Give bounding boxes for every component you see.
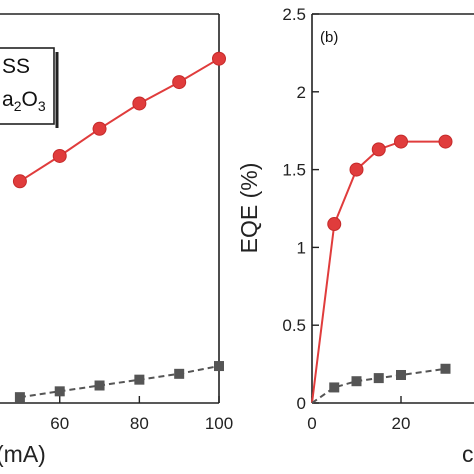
- data-point-circle: [371, 142, 386, 157]
- series-line: [19, 57, 220, 183]
- data-point-circle: [349, 162, 364, 177]
- data-point-square: [329, 382, 340, 393]
- series-line: [19, 365, 220, 399]
- data-point-square: [214, 361, 224, 372]
- panel-a-plot: 60 80 100: [12, 51, 233, 433]
- panel-b-tag: (b): [320, 29, 338, 46]
- y-tick-label: 0.5: [282, 316, 306, 335]
- legend-label-a2o3: a2O3: [2, 88, 46, 114]
- panel-b-ylabel: EQE (%): [236, 163, 262, 254]
- y-tick-label: 1.5: [282, 161, 306, 180]
- data-point-square: [351, 376, 362, 387]
- series-line: [311, 140, 446, 404]
- y-tick-label: 2.5: [282, 5, 306, 24]
- legend-label-ss: SS: [2, 55, 30, 78]
- panel-b-plot: 0 20 0 0.5 1 1.5 2 2.5: [282, 5, 453, 433]
- panel-a-xlabel: (mA): [0, 441, 46, 467]
- data-point-circle: [92, 121, 107, 136]
- y-tick-label: 1: [297, 238, 306, 257]
- data-point-circle: [394, 134, 408, 149]
- legend-box: [0, 47, 55, 125]
- data-point-square: [440, 363, 451, 374]
- x-tick-label: 60: [50, 414, 69, 433]
- data-point-square: [134, 374, 145, 385]
- data-point-circle: [438, 134, 453, 149]
- data-point-circle: [52, 148, 67, 163]
- panel-b-xlabel-fragment: c: [462, 441, 474, 467]
- data-point-square: [396, 369, 406, 380]
- x-tick-label: 80: [130, 414, 149, 433]
- data-point-square: [94, 380, 105, 391]
- data-point-square: [174, 368, 185, 379]
- data-point-circle: [12, 174, 27, 189]
- data-point-square: [373, 373, 384, 384]
- x-tick-label: 20: [392, 414, 411, 433]
- data-point-square: [54, 386, 65, 397]
- data-point-circle: [172, 75, 187, 90]
- data-point-circle: [132, 96, 147, 111]
- y-tick-label: 0: [297, 394, 306, 413]
- data-point-circle: [327, 217, 342, 232]
- y-tick-label: 2: [297, 83, 306, 102]
- x-tick-label: 0: [307, 414, 316, 433]
- data-point-square: [14, 392, 25, 403]
- x-tick-label: 100: [205, 414, 233, 433]
- data-point-circle: [212, 51, 226, 66]
